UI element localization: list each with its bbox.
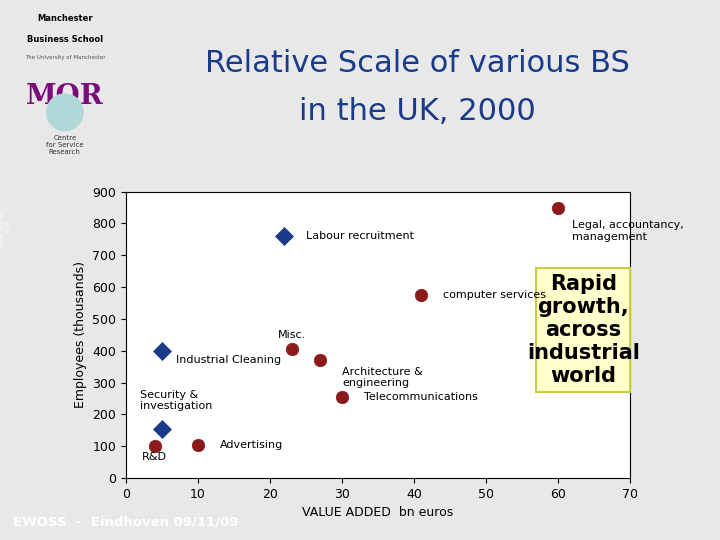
FancyBboxPatch shape [536,268,630,392]
Text: Misc.: Misc. [277,329,306,340]
Y-axis label: Employees (thousands): Employees (thousands) [73,261,86,408]
Text: Manchester: Manchester [37,14,93,23]
Text: Relative Scale of various BS: Relative Scale of various BS [205,49,630,78]
Text: computer services: computer services [443,290,546,300]
Text: Rapid
growth,
across
industrial
world: Rapid growth, across industrial world [527,274,639,387]
Text: Industrial Cleaning: Industrial Cleaning [176,355,282,366]
Text: EWOSS  -  Eindhoven 09/11/09: EWOSS - Eindhoven 09/11/09 [13,516,238,529]
Text: Security &
investigation: Security & investigation [140,389,213,411]
Text: MOR: MOR [26,83,104,110]
Text: Telecommunications: Telecommunications [364,392,477,402]
Text: Business School: Business School [27,35,103,44]
Ellipse shape [46,93,84,131]
Text: MANCHESTER
1824: MANCHESTER 1824 [0,208,11,246]
Text: Centre
for Service
Research: Centre for Service Research [46,135,84,155]
Text: The University of Manchester: The University of Manchester [24,55,105,60]
Text: Advertising: Advertising [220,440,283,449]
Text: Labour recruitment: Labour recruitment [306,231,414,241]
Text: Legal, accountancy,
management: Legal, accountancy, management [572,220,684,242]
X-axis label: VALUE ADDED  bn euros: VALUE ADDED bn euros [302,506,454,519]
Text: R&D: R&D [143,453,167,462]
Text: Architecture &
engineering: Architecture & engineering [342,367,423,388]
Text: in the UK, 2000: in the UK, 2000 [300,97,536,126]
